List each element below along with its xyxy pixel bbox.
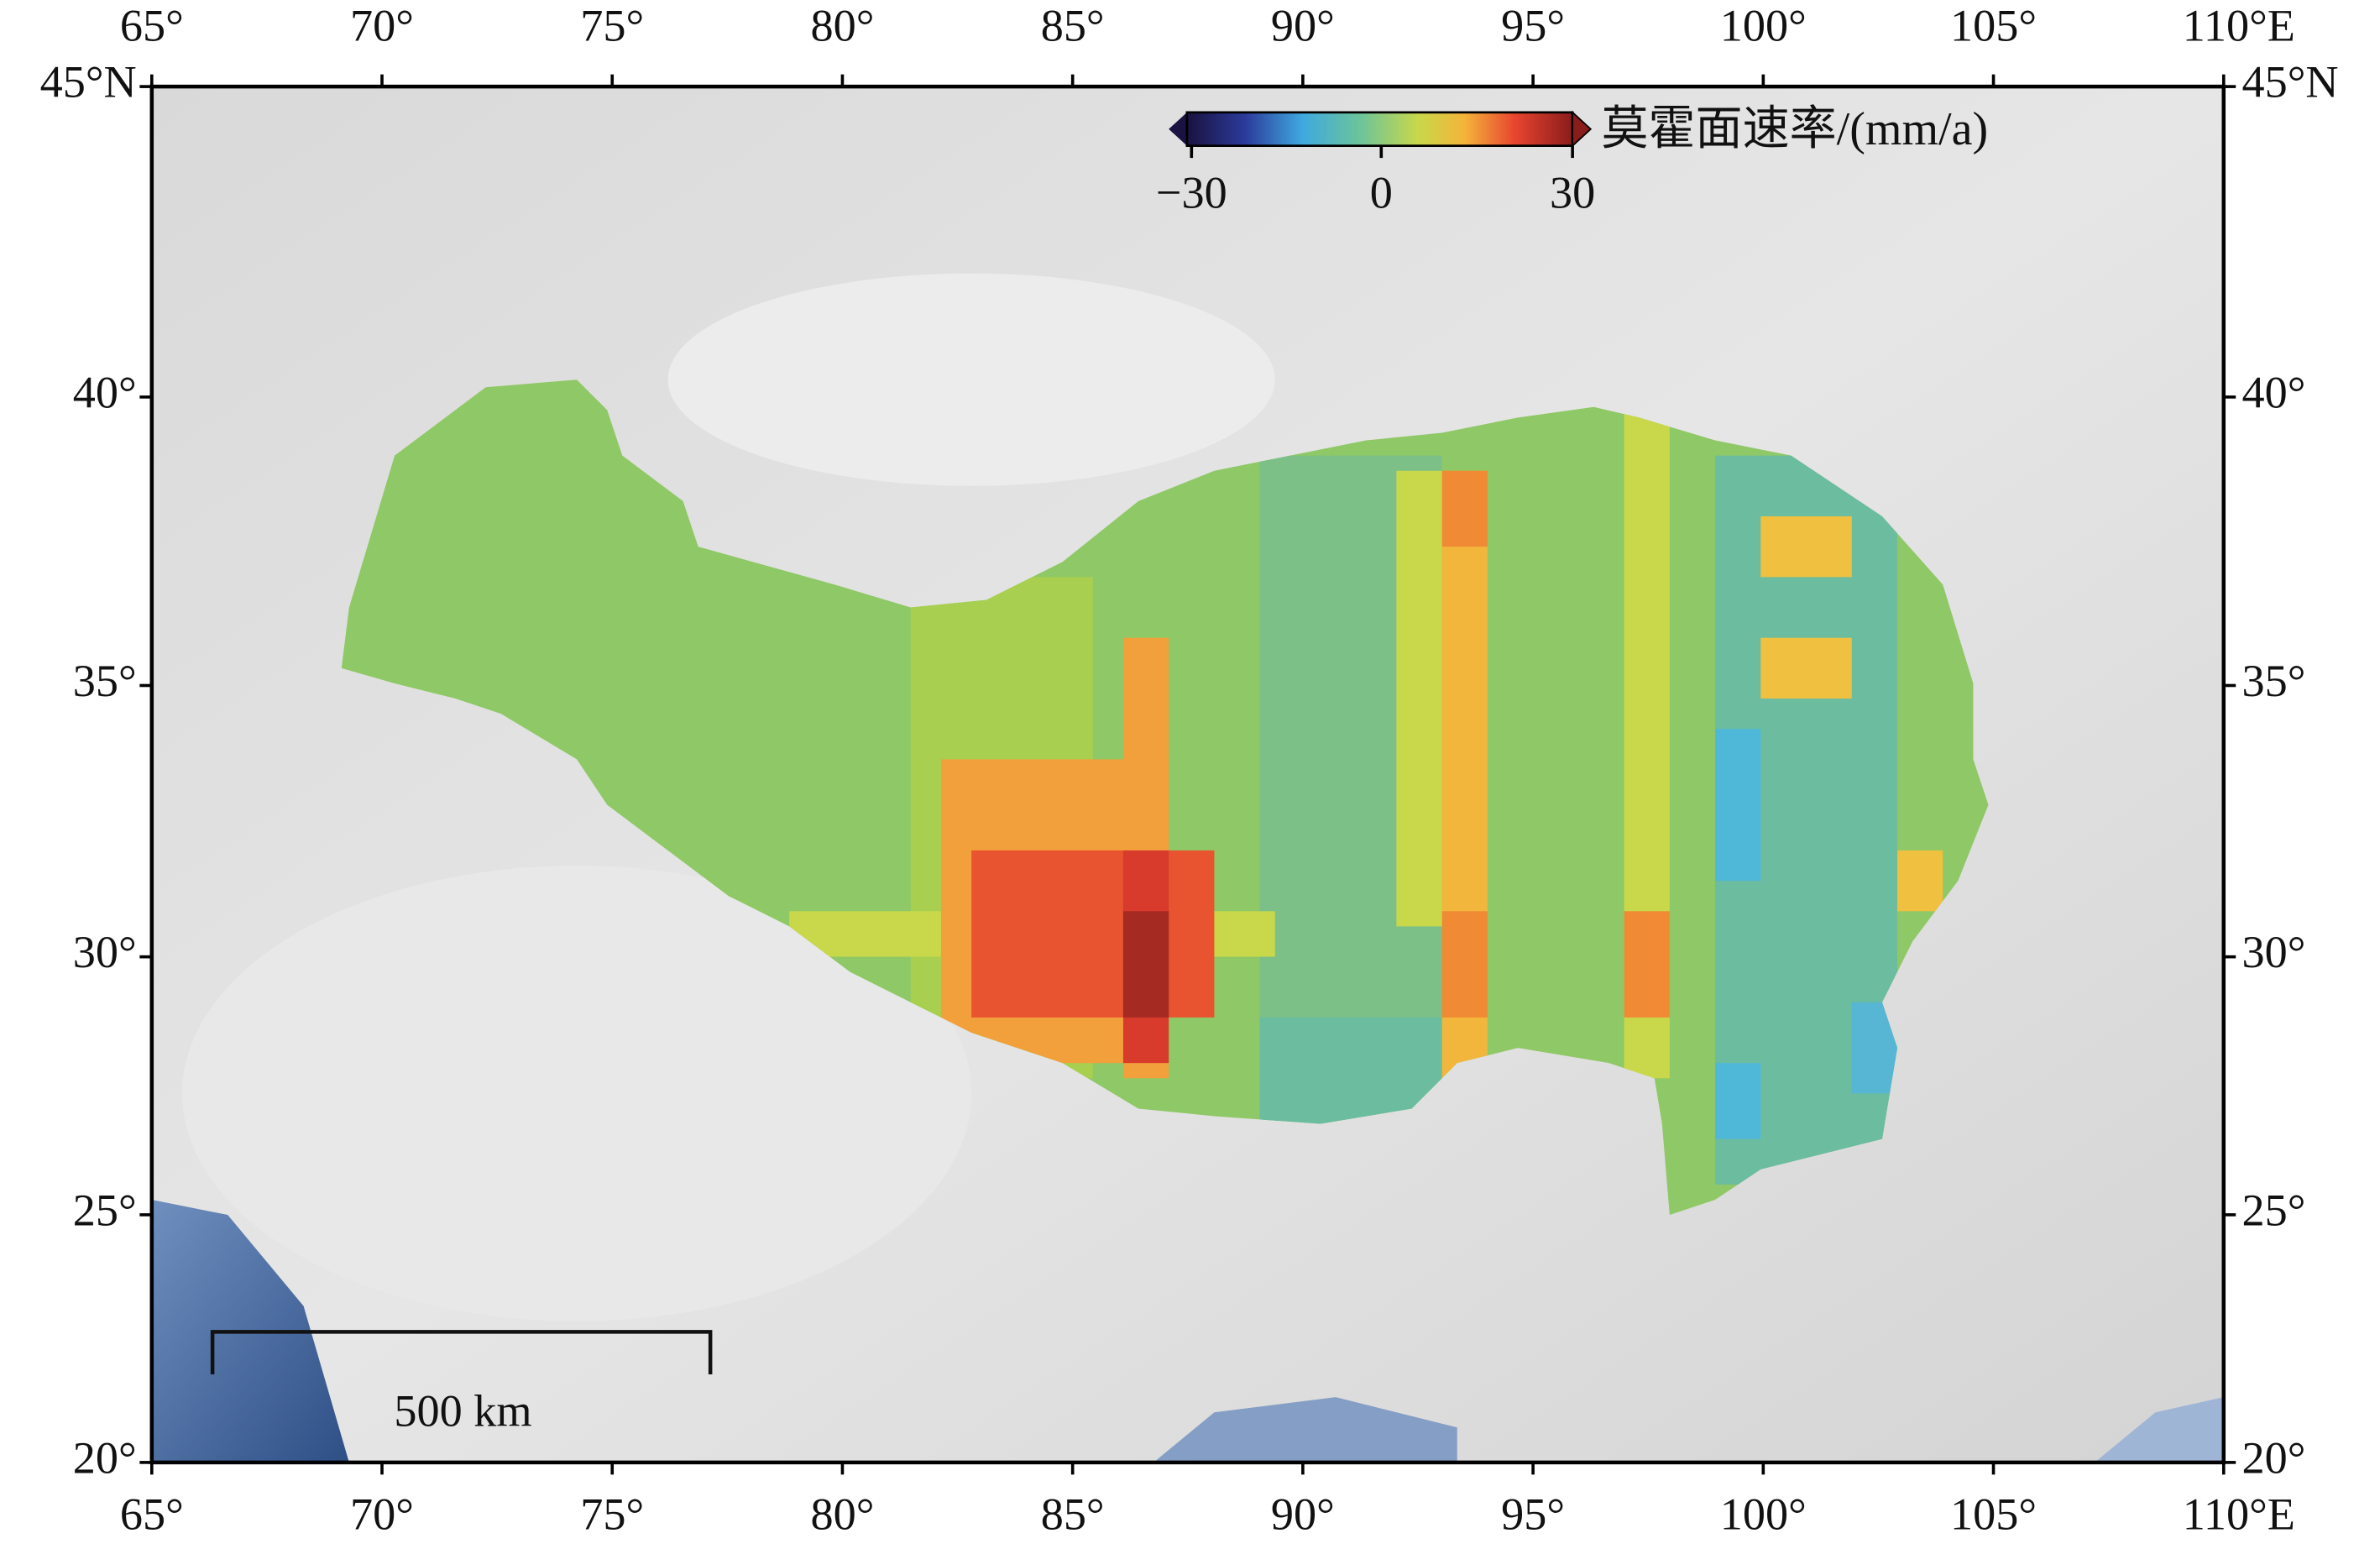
x-tick-label: 100° <box>1720 1 1807 51</box>
x-tick-label: 85° <box>1041 1 1105 51</box>
x-tick-label: 80° <box>810 1489 874 1539</box>
x-tick-label: 105° <box>1950 1 2037 51</box>
scale-bar-label: 500 km <box>394 1385 531 1436</box>
y-tick-label: 20° <box>2241 1432 2305 1483</box>
map-frame <box>149 84 2226 1465</box>
colorbar: 莫霍面速率/(mm/a) −30 0 30 <box>1156 103 1988 218</box>
x-tick-label: 70° <box>350 1489 414 1539</box>
x-tick-label: 95° <box>1501 1 1565 51</box>
y-tick-label: 45°N <box>2241 57 2338 107</box>
x-tick-label: 95° <box>1501 1489 1565 1539</box>
x-tick-label: 110°E <box>2183 1489 2295 1539</box>
colorbar-title: 莫霍面速率/(mm/a) <box>1601 103 1988 155</box>
x-tick-label: 65° <box>120 1489 184 1539</box>
y-tick-label: 30° <box>2241 927 2305 977</box>
y-tick-label: 25° <box>2241 1185 2305 1235</box>
x-tick-label: 75° <box>580 1489 644 1539</box>
x-tick-label: 75° <box>580 1 644 51</box>
x-tick-label: 105° <box>1950 1489 2037 1539</box>
x-tick-label: 110°E <box>2183 1 2295 51</box>
colorbar-tick-label: 30 <box>1550 168 1595 218</box>
y-tick-label: 45°N <box>40 57 137 107</box>
x-tick-label: 90° <box>1271 1489 1335 1539</box>
y-tick-label: 40° <box>73 367 137 417</box>
y-tick-label: 35° <box>73 656 137 706</box>
colorbar-tick-label: −30 <box>1156 168 1227 218</box>
x-tick-label: 65° <box>120 1 184 51</box>
x-tick-label: 80° <box>810 1 874 51</box>
x-tick-label: 85° <box>1041 1489 1105 1539</box>
colorbar-tick-label: 0 <box>1370 168 1393 218</box>
y-tick-label: 40° <box>2241 367 2305 417</box>
scale-bar: 500 km <box>210 1330 713 1436</box>
y-tick-label: 35° <box>2241 656 2305 706</box>
y-tick-label: 20° <box>73 1432 137 1483</box>
x-tick-label: 100° <box>1720 1489 1807 1539</box>
x-tick-label: 70° <box>350 1 414 51</box>
velocity-grid <box>341 379 1989 1216</box>
x-tick-label: 90° <box>1271 1 1335 51</box>
y-tick-label: 30° <box>73 927 137 977</box>
y-tick-label: 25° <box>73 1185 137 1235</box>
